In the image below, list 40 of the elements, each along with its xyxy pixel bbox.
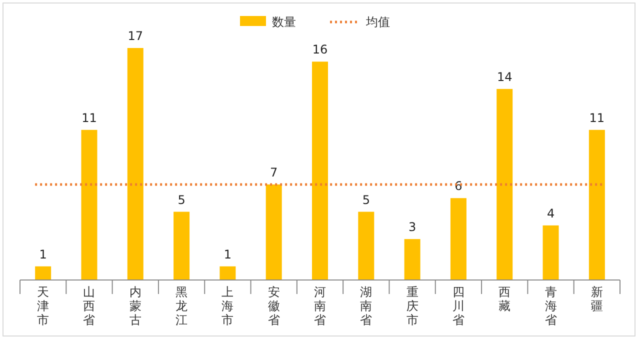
bar <box>35 266 52 280</box>
x-tick-label: 重庆市 <box>406 285 418 327</box>
data-label: 1 <box>224 247 232 262</box>
x-tick-label: 西藏 <box>498 285 511 313</box>
bar <box>542 225 559 280</box>
x-tick-label: 安徽省 <box>268 285 280 327</box>
bar <box>358 212 374 280</box>
x-tick-label: 新疆 <box>590 285 603 313</box>
x-tick-label: 四川省 <box>452 285 464 327</box>
bar <box>127 48 144 280</box>
data-label: 5 <box>178 192 186 207</box>
bar <box>404 239 420 280</box>
data-label: 14 <box>496 70 512 84</box>
data-label: 7 <box>270 165 278 180</box>
bar <box>266 184 282 280</box>
x-tick-label: 黑龙江 <box>176 285 188 327</box>
x-tick-label: 上海市 <box>222 285 234 327</box>
x-tick-label: 山西省 <box>83 285 96 327</box>
data-label: 11 <box>589 110 605 125</box>
data-label: 17 <box>128 29 144 43</box>
bar <box>496 88 513 280</box>
data-label: 1 <box>39 247 47 262</box>
bar <box>174 212 190 280</box>
x-tick-label: 湖南省 <box>360 285 372 327</box>
bar <box>220 266 236 280</box>
x-tick-label: 河南省 <box>314 285 326 327</box>
data-label: 11 <box>82 110 97 125</box>
bar <box>81 130 98 280</box>
bar <box>588 130 605 280</box>
x-tick-label: 青海省 <box>544 285 557 327</box>
data-label: 4 <box>546 206 555 220</box>
data-label: 16 <box>312 42 328 57</box>
data-label: 3 <box>408 220 416 234</box>
bar <box>312 62 328 280</box>
bar <box>450 198 466 280</box>
legend-label: 数量 <box>272 15 296 29</box>
data-label: 5 <box>362 192 370 207</box>
legend-label: 均值 <box>365 15 390 29</box>
x-tick-label: 内蒙古 <box>129 285 142 327</box>
x-tick-label: 天津市 <box>37 285 50 327</box>
